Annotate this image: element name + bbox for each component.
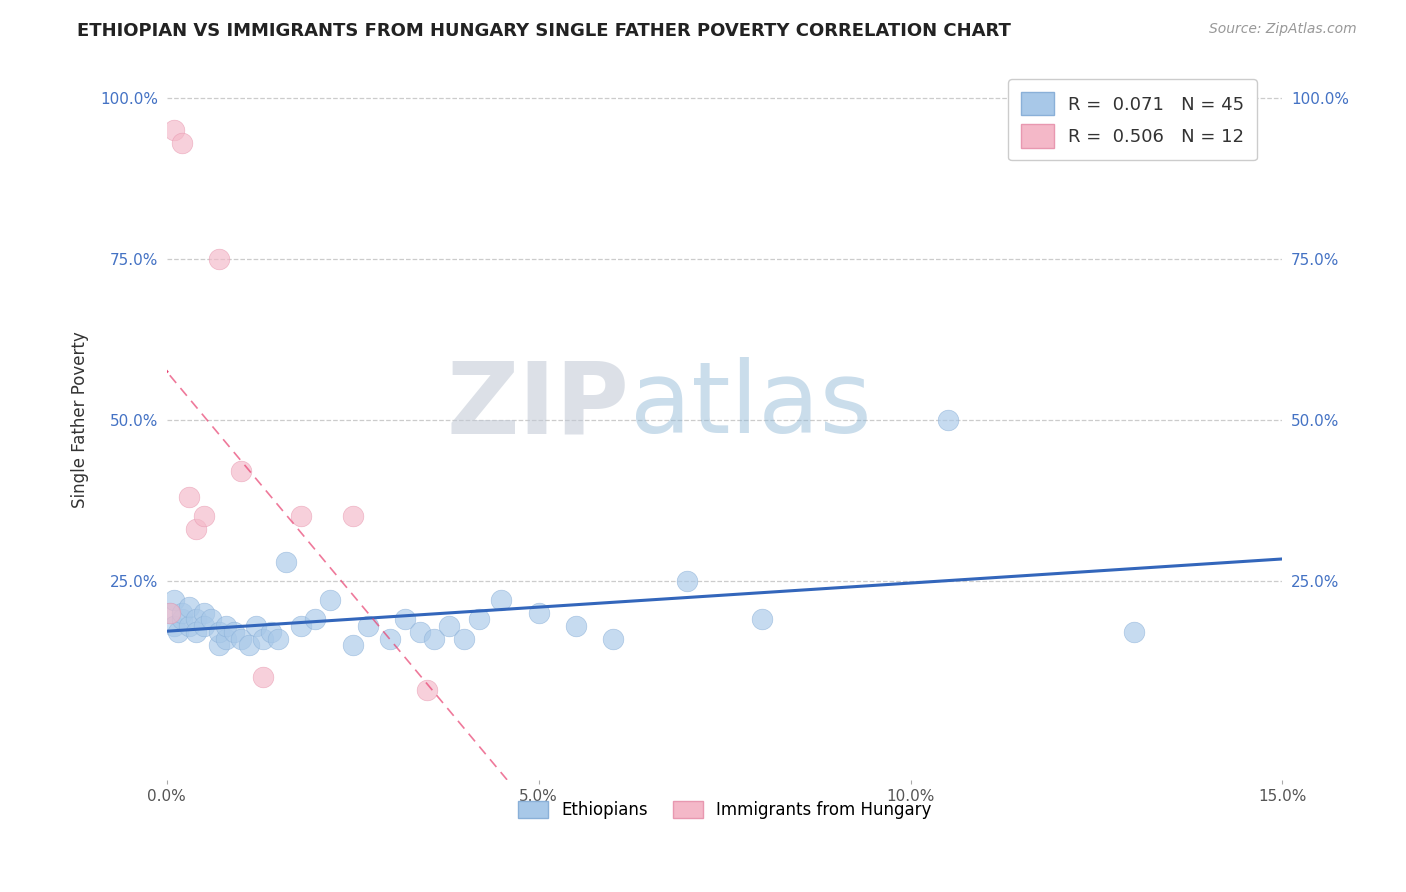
- Point: [177, 490, 200, 504]
- Point: [245, 619, 267, 633]
- Point: [193, 606, 215, 620]
- Point: [416, 683, 439, 698]
- Point: [193, 619, 215, 633]
- Point: [208, 638, 231, 652]
- Point: [304, 612, 326, 626]
- Text: ETHIOPIAN VS IMMIGRANTS FROM HUNGARY SINGLE FATHER POVERTY CORRELATION CHART: ETHIOPIAN VS IMMIGRANTS FROM HUNGARY SIN…: [77, 22, 1011, 40]
- Point: [527, 606, 550, 620]
- Point: [936, 413, 959, 427]
- Point: [676, 574, 699, 588]
- Point: [342, 638, 364, 652]
- Point: [170, 136, 193, 151]
- Point: [468, 612, 491, 626]
- Point: [177, 619, 200, 633]
- Text: Source: ZipAtlas.com: Source: ZipAtlas.com: [1209, 22, 1357, 37]
- Point: [356, 619, 378, 633]
- Point: [159, 606, 181, 620]
- Legend: Ethiopians, Immigrants from Hungary: Ethiopians, Immigrants from Hungary: [512, 795, 938, 826]
- Point: [186, 612, 208, 626]
- Point: [163, 619, 186, 633]
- Point: [186, 625, 208, 640]
- Point: [751, 612, 773, 626]
- Point: [565, 619, 588, 633]
- Point: [252, 632, 274, 646]
- Point: [229, 632, 252, 646]
- Point: [439, 619, 461, 633]
- Point: [186, 522, 208, 536]
- Point: [252, 670, 274, 684]
- Point: [267, 632, 290, 646]
- Point: [423, 632, 446, 646]
- Point: [260, 625, 283, 640]
- Point: [274, 555, 297, 569]
- Point: [170, 612, 193, 626]
- Point: [408, 625, 430, 640]
- Point: [602, 632, 624, 646]
- Y-axis label: Single Father Poverty: Single Father Poverty: [72, 332, 89, 508]
- Point: [453, 632, 475, 646]
- Point: [208, 252, 231, 266]
- Point: [159, 606, 181, 620]
- Point: [1122, 625, 1144, 640]
- Point: [200, 612, 222, 626]
- Point: [208, 625, 231, 640]
- Point: [163, 123, 186, 137]
- Point: [166, 625, 188, 640]
- Point: [290, 619, 312, 633]
- Point: [222, 625, 245, 640]
- Point: [394, 612, 416, 626]
- Point: [229, 465, 252, 479]
- Point: [163, 593, 186, 607]
- Point: [238, 638, 260, 652]
- Point: [215, 619, 238, 633]
- Point: [319, 593, 342, 607]
- Text: ZIP: ZIP: [447, 357, 630, 454]
- Point: [215, 632, 238, 646]
- Text: atlas: atlas: [630, 357, 872, 454]
- Point: [290, 509, 312, 524]
- Point: [170, 606, 193, 620]
- Point: [342, 509, 364, 524]
- Point: [177, 599, 200, 614]
- Point: [491, 593, 513, 607]
- Point: [378, 632, 401, 646]
- Point: [193, 509, 215, 524]
